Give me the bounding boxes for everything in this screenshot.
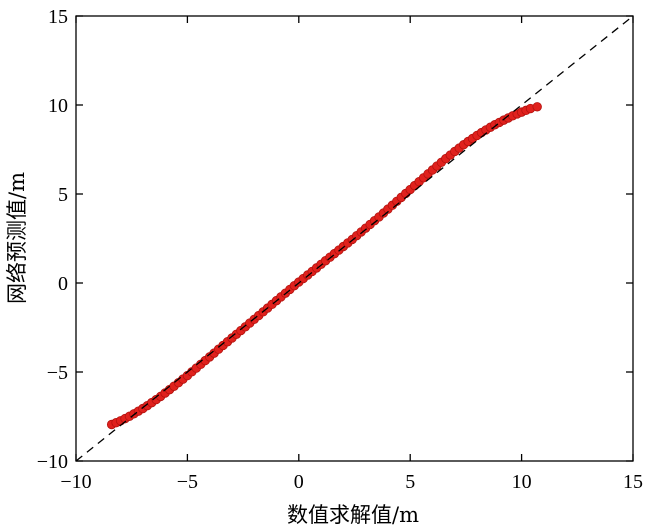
- reference-line-y-equals-x: [75, 15, 634, 462]
- y-tick-label: 10: [48, 95, 68, 117]
- y-tick-label: 0: [58, 273, 68, 295]
- x-tick-label: −5: [177, 471, 198, 493]
- y-tick-label: 5: [58, 184, 68, 206]
- x-tick-label: 15: [623, 471, 643, 493]
- data-point: [532, 102, 542, 112]
- x-tick-label: 0: [294, 471, 304, 493]
- plot-frame: [75, 15, 634, 462]
- x-axis-label: 数值求解值/m: [287, 503, 419, 527]
- y-tick-label: −5: [47, 362, 68, 384]
- x-tick-label: −10: [60, 471, 91, 493]
- y-axis-label: 网络预测值/m: [5, 172, 29, 304]
- plot-data-layer: [106, 102, 542, 430]
- y-tick-label: 15: [48, 6, 68, 28]
- x-tick-label: 10: [512, 471, 532, 493]
- y-tick-label: −10: [37, 451, 68, 473]
- axis-ticks: −10 −5 0 5 10 15 −10 −5 0 5 10 15: [37, 6, 643, 493]
- x-tick-label: 5: [405, 471, 415, 493]
